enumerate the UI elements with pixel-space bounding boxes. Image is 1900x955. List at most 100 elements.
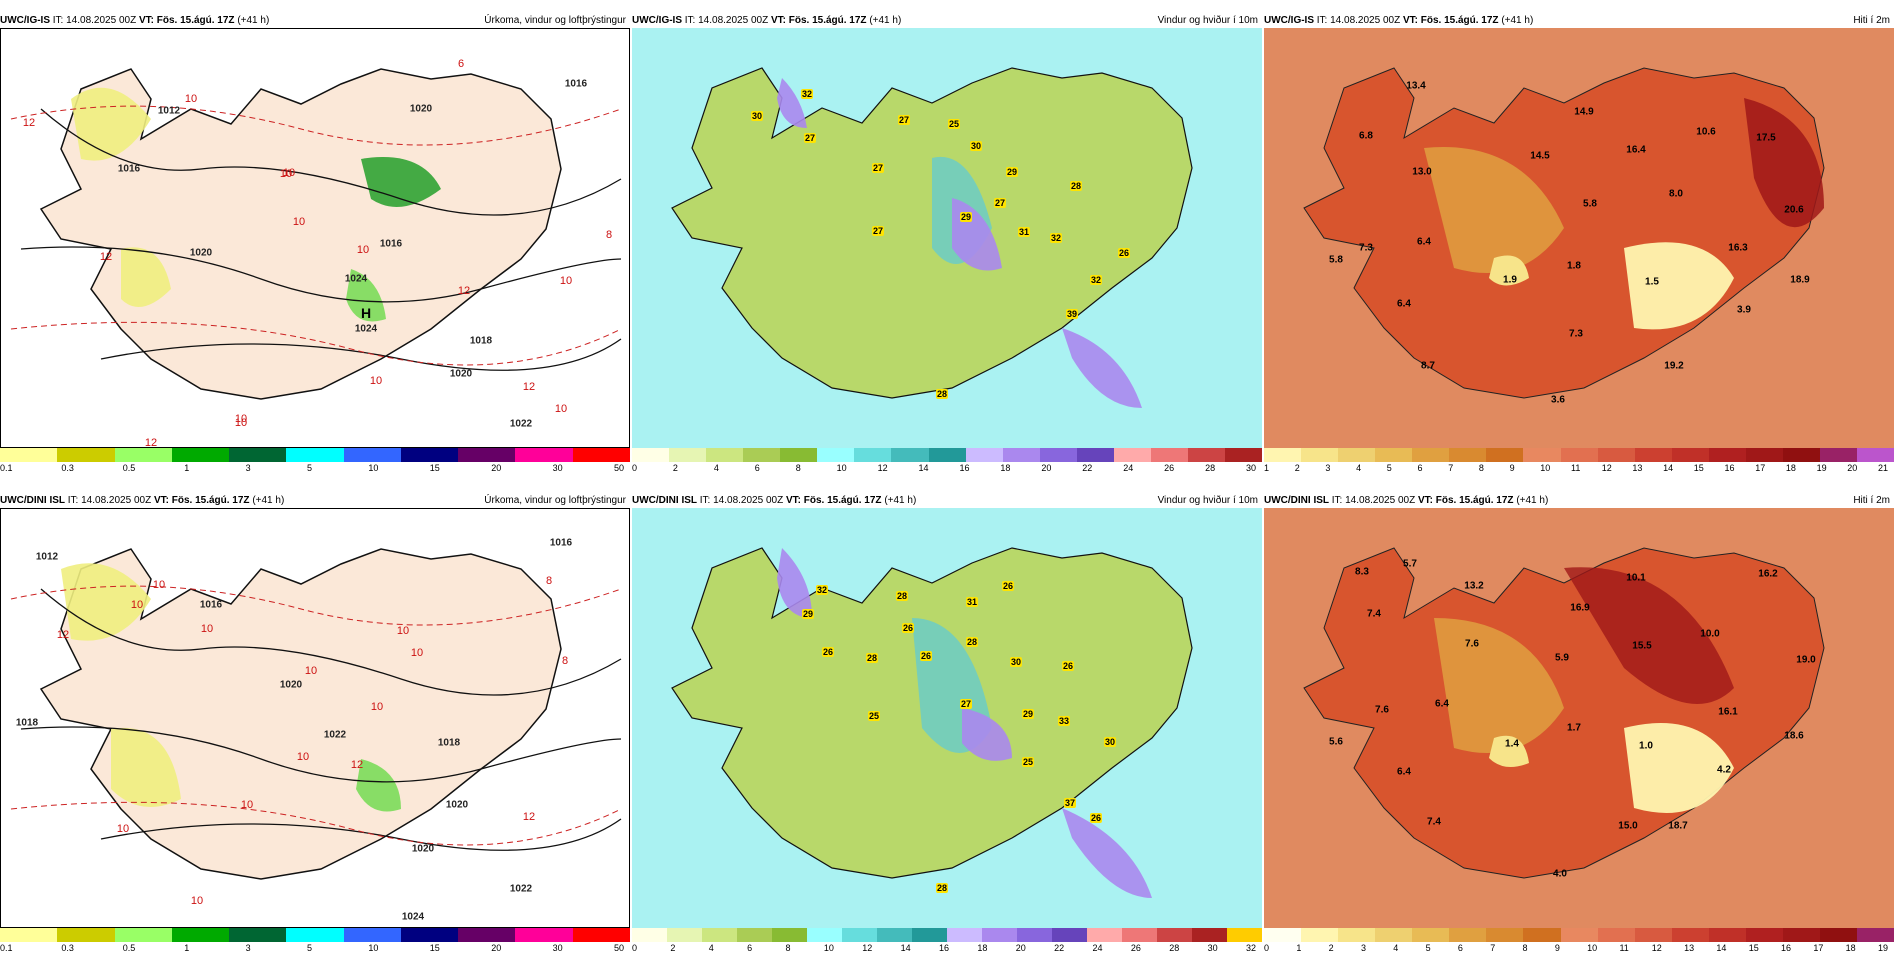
gust-label: 26 bbox=[1061, 661, 1075, 671]
gust-label: 27 bbox=[871, 163, 885, 173]
colorbar-swatch bbox=[515, 928, 573, 942]
precip-map[interactable]: 1012 1016 1020 1016 1020 H 1024 1024 101… bbox=[0, 28, 630, 448]
colorbar-tick-label: 2 bbox=[670, 943, 676, 953]
temp-value: 1.0 bbox=[1639, 740, 1653, 752]
pressure-label: 1020 bbox=[445, 799, 469, 811]
model-name: UWC/IG-IS bbox=[632, 15, 682, 26]
temp-map[interactable]: 8.3 5.7 13.2 10.1 16.2 7.4 16.9 7.6 10.0… bbox=[1264, 508, 1894, 928]
colorbar-swatch bbox=[947, 928, 982, 942]
valid-time-label: VT: bbox=[1417, 495, 1433, 506]
wind-colorbar-ticks: 0 2 4 6 8 10 12 14 16 18 20 22 24 26 28 30 32 bbox=[632, 943, 1262, 955]
isotherm-label: 12 bbox=[522, 381, 536, 393]
temp-value: 19.2 bbox=[1664, 360, 1684, 372]
pressure-label: 1020 bbox=[411, 843, 435, 855]
colorbar-swatch bbox=[1338, 928, 1376, 942]
colorbar-swatch bbox=[1192, 928, 1227, 942]
colorbar-tick-label: 0.1 bbox=[0, 943, 13, 953]
colorbar-swatch bbox=[1225, 448, 1263, 462]
precip-yellow-b bbox=[111, 727, 181, 807]
colorbar-tick-label: 16 bbox=[1781, 943, 1792, 953]
colorbar-swatch bbox=[1412, 448, 1450, 462]
valid-time: Fös. 15.ágú. 17Z bbox=[1432, 495, 1514, 506]
colorbar-tick-label: 22 bbox=[1082, 463, 1093, 473]
pressure-label: 1022 bbox=[509, 418, 533, 430]
temp-value: 6.4 bbox=[1397, 298, 1411, 310]
colorbar-swatch bbox=[854, 448, 892, 462]
temp-value: 15.5 bbox=[1632, 640, 1652, 652]
wind-colorbar-ticks: 0 2 4 6 8 10 12 14 16 18 20 22 24 26 28 30 bbox=[632, 463, 1262, 475]
pressure-label: 1020 bbox=[279, 679, 303, 691]
colorbar-tick-label: 19 bbox=[1878, 943, 1889, 953]
temp-glacier-zone-b bbox=[1489, 255, 1529, 286]
panel-title: Vindur og hviður í 10m bbox=[1157, 495, 1258, 506]
temp-value: 7.4 bbox=[1367, 608, 1381, 620]
colorbar-tick-label: 15 bbox=[429, 463, 440, 473]
colorbar-swatch bbox=[0, 928, 58, 942]
temp-value: 10.1 bbox=[1626, 572, 1646, 584]
wind-map[interactable]: 32 29 26 28 28 26 26 31 28 26 25 30 26 2… bbox=[632, 508, 1262, 928]
temp-map-svg bbox=[1264, 28, 1894, 448]
colorbar-tick-label: 17 bbox=[1813, 943, 1824, 953]
colorbar-tick-label: 0.3 bbox=[61, 943, 74, 953]
wind-map-svg bbox=[632, 508, 1262, 928]
gust-label: 39 bbox=[1065, 309, 1079, 319]
forecast-offset: (+41 h) bbox=[1513, 495, 1549, 506]
colorbar-tick-label: 10 bbox=[368, 463, 379, 473]
gust-label: 31 bbox=[1017, 227, 1031, 237]
init-time: IT: 14.08.2025 00Z bbox=[1314, 15, 1403, 26]
gust-label: 27 bbox=[959, 699, 973, 709]
colorbar-tick-label: 0 bbox=[632, 463, 638, 473]
temp-value: 19.0 bbox=[1796, 654, 1816, 666]
panel-header: UWC/DINI ISL IT: 14.08.2025 00Z VT: Fös.… bbox=[1264, 494, 1894, 508]
gust-label: 32 bbox=[1089, 275, 1103, 285]
temp-value: 7.3 bbox=[1569, 328, 1583, 340]
colorbar-swatch bbox=[458, 928, 516, 942]
temp-glacier-zone-b bbox=[1489, 735, 1529, 767]
colorbar-tick-label: 3 bbox=[245, 943, 251, 953]
colorbar-swatch bbox=[400, 928, 459, 942]
colorbar-swatch bbox=[780, 448, 818, 462]
model-name: UWC/IG-IS bbox=[1264, 15, 1314, 26]
precip-colorbar bbox=[0, 448, 630, 462]
colorbar-tick-label: 10 bbox=[1540, 463, 1551, 473]
wind-map[interactable]: 32 30 27 27 25 27 30 29 28 27 29 27 31 3… bbox=[632, 28, 1262, 448]
precip-map[interactable]: 1012 1016 1018 1020 1022 1018 1020 1020 … bbox=[0, 508, 630, 928]
temp-map[interactable]: 13.4 6.8 13.0 14.9 14.5 16.4 10.6 17.5 5… bbox=[1264, 28, 1894, 448]
colorbar-swatch bbox=[667, 928, 702, 942]
colorbar-swatch bbox=[1264, 928, 1302, 942]
valid-time-label: VT: bbox=[153, 495, 169, 506]
colorbar-tick-label: 28 bbox=[1169, 943, 1180, 953]
colorbar-tick-label: 28 bbox=[1205, 463, 1216, 473]
precip-yellow-b bbox=[121, 247, 171, 307]
gust-label: 28 bbox=[865, 653, 879, 663]
isotherm-2 bbox=[10, 801, 622, 846]
precip-green bbox=[356, 759, 401, 812]
colorbar-swatch bbox=[1113, 448, 1151, 462]
colorbar-swatch bbox=[1523, 928, 1561, 942]
init-time: IT: 14.08.2025 00Z bbox=[697, 495, 786, 506]
isotherm-label: 10 bbox=[184, 93, 198, 105]
isotherm-label: 12 bbox=[56, 629, 70, 641]
pressure-label: 1012 bbox=[35, 551, 59, 563]
colorbar-swatch bbox=[706, 448, 744, 462]
colorbar-tick-label: 0.5 bbox=[122, 943, 136, 953]
gust-label: 26 bbox=[1117, 248, 1131, 258]
colorbar-tick-label: 4 bbox=[1356, 463, 1362, 473]
colorbar-tick-label: 26 bbox=[1130, 943, 1141, 953]
temp-value: 20.6 bbox=[1784, 204, 1804, 216]
isotherm-label: 10 bbox=[304, 665, 318, 677]
colorbar-tick-label: 7 bbox=[1490, 943, 1496, 953]
wind-gust-zone-c bbox=[777, 548, 812, 618]
gust-label: 26 bbox=[821, 647, 835, 657]
colorbar-swatch bbox=[1634, 448, 1672, 462]
colorbar-swatch bbox=[669, 448, 707, 462]
temp-value: 4.0 bbox=[1553, 868, 1567, 880]
colorbar-tick-label: 4 bbox=[708, 943, 714, 953]
wind-gust-zone-b bbox=[1062, 328, 1142, 408]
isotherm-label: 10 bbox=[116, 823, 130, 835]
isotherm-label: 10 bbox=[356, 244, 370, 256]
colorbar-swatch bbox=[400, 448, 459, 462]
temp-warm-zone bbox=[1744, 98, 1824, 228]
temp-value: 7.3 bbox=[1359, 242, 1373, 254]
forecast-offset: (+41 h) bbox=[1498, 15, 1534, 26]
